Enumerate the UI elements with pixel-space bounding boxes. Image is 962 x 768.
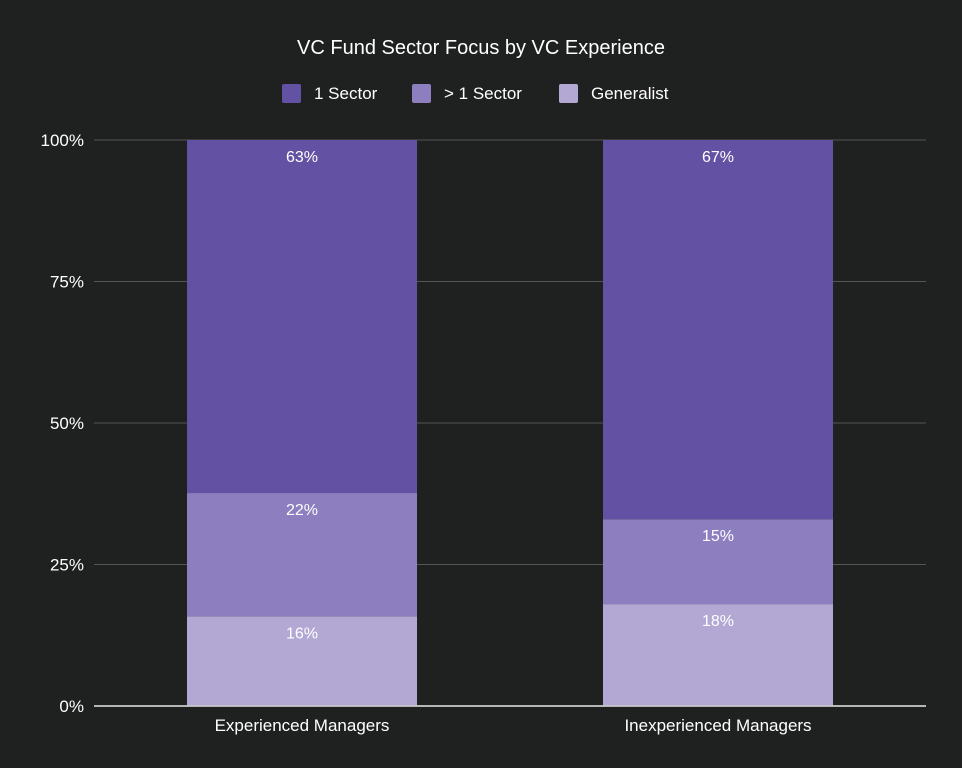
x-category-label: Inexperienced Managers [624,716,811,735]
legend-item[interactable]: 1 Sector [282,84,378,103]
data-label: 22% [286,502,318,519]
legend-swatch [282,84,301,103]
y-axis-ticks: 0% 25% 50% 75% 100% [41,131,84,716]
data-label: 18% [702,613,734,630]
x-axis-categories: Experienced Managers Inexperienced Manage… [94,705,926,735]
data-label: 67% [702,149,734,166]
data-label: 16% [286,625,318,642]
legend-label: 1 Sector [314,84,378,103]
bar-segment[interactable] [603,140,833,520]
legend-item[interactable]: Generalist [559,84,669,103]
legend-label: Generalist [591,84,669,103]
y-tick-label: 100% [41,131,84,150]
y-tick-label: 50% [50,414,84,433]
legend-label: > 1 Sector [444,84,522,103]
bar-segment[interactable] [603,519,833,605]
y-tick-label: 25% [50,556,84,575]
bar-segment[interactable] [603,604,833,706]
data-labels: 16% 22% 63% 18% 15% 67% [286,149,734,642]
legend-swatch [559,84,578,103]
bars [187,140,833,706]
chart-title: VC Fund Sector Focus by VC Experience [297,37,665,59]
bar-segment[interactable] [187,493,417,617]
data-label: 63% [286,149,318,166]
data-label: 15% [702,528,734,545]
x-category-label: Experienced Managers [215,716,390,735]
bar-segment[interactable] [187,616,417,706]
legend-swatch [412,84,431,103]
y-tick-label: 0% [59,697,84,716]
y-tick-label: 75% [50,273,84,292]
legend: 1 Sector > 1 Sector Generalist [282,84,669,103]
legend-item[interactable]: > 1 Sector [412,84,522,103]
bar-segment[interactable] [187,140,417,494]
